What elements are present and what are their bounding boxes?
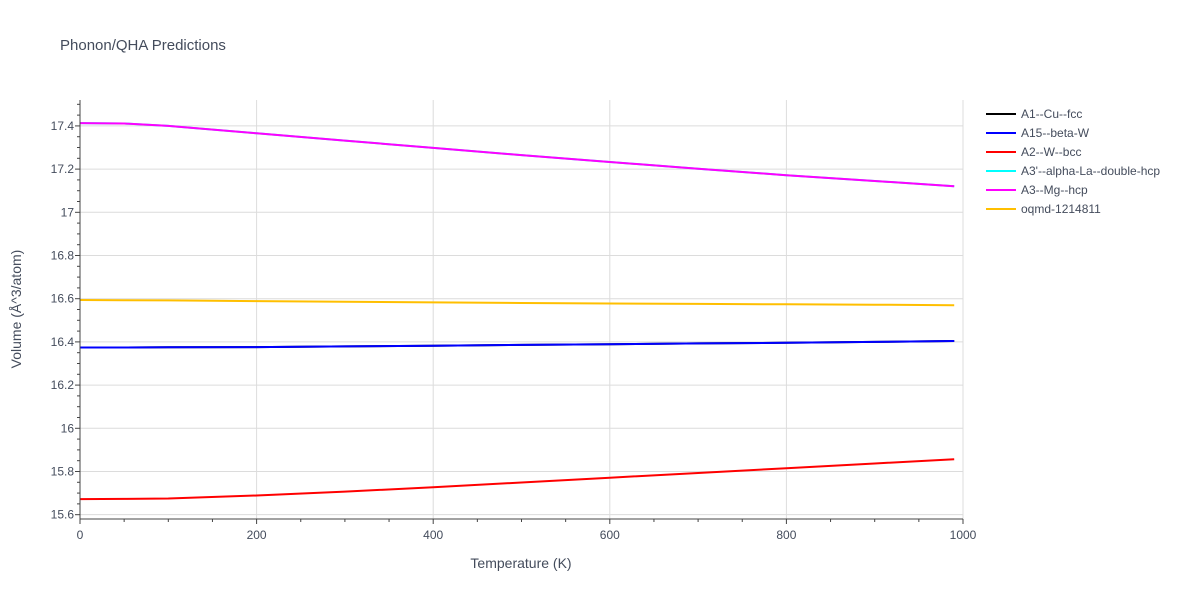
legend-item-oqmd-1214811[interactable]: oqmd-1214811 (986, 202, 1101, 216)
y-tick-label: 17.4 (51, 119, 75, 133)
y-tick-label: 16.4 (51, 335, 75, 349)
y-axis-label: Volume (Å^3/atom) (8, 250, 24, 369)
legend-item-a1-cu-fcc[interactable]: A1--Cu--fcc (986, 107, 1082, 121)
legend-item-a3-alpha-la-double-hcp[interactable]: A3'--alpha-La--double-hcp (986, 164, 1160, 178)
legend[interactable]: A1--Cu--fcc A15--beta-W A2--W--bcc A3'--alp… (986, 107, 1160, 216)
axes (75, 100, 964, 524)
y-tick-label: 15.6 (51, 508, 75, 522)
y-tick-label: 16.8 (51, 249, 75, 263)
legend-label: A15--beta-W (1021, 126, 1090, 140)
x-tick-label: 600 (600, 528, 620, 542)
x-tick-label: 1000 (950, 528, 977, 542)
series-line-a2-w-bcc (79, 458, 955, 501)
grid-lines (80, 100, 964, 519)
x-tick-label: 400 (423, 528, 443, 542)
legend-item-a2-w-bcc[interactable]: A2--W--bcc (986, 145, 1081, 159)
legend-item-a15-beta-w[interactable]: A15--beta-W (986, 126, 1090, 140)
x-tick-label: 0 (77, 528, 84, 542)
legend-item-a3-mg-hcp[interactable]: A3--Mg--hcp (986, 183, 1088, 197)
y-tick-label: 15.8 (51, 464, 75, 478)
x-tick-labels: 0 200 400 600 800 1000 (77, 528, 977, 542)
y-tick-labels: 15.6 15.8 16 16.2 16.4 16.6 16.8 17 17.2 17.4 (51, 119, 75, 522)
chart-title: Phonon/QHA Predictions (60, 37, 226, 54)
x-axis-label: Temperature (K) (470, 555, 571, 571)
legend-label: A3'--alpha-La--double-hcp (1021, 164, 1160, 178)
series-line-a3-mg-hcp (79, 122, 955, 188)
y-tick-label: 16 (61, 421, 75, 435)
series-line-a15-beta-w (80, 340, 955, 349)
series-lines (79, 122, 955, 501)
legend-label: oqmd-1214811 (1021, 202, 1101, 216)
x-tick-label: 200 (247, 528, 267, 542)
x-tick-label: 800 (776, 528, 796, 542)
series-line-oqmd-1214811 (79, 299, 955, 307)
legend-label: A3--Mg--hcp (1021, 183, 1088, 197)
y-tick-label: 16.6 (51, 292, 75, 306)
y-tick-label: 17 (61, 205, 75, 219)
y-tick-label: 16.2 (51, 378, 75, 392)
legend-label: A2--W--bcc (1021, 145, 1081, 159)
y-tick-label: 17.2 (51, 162, 75, 176)
legend-label: A1--Cu--fcc (1021, 107, 1082, 121)
